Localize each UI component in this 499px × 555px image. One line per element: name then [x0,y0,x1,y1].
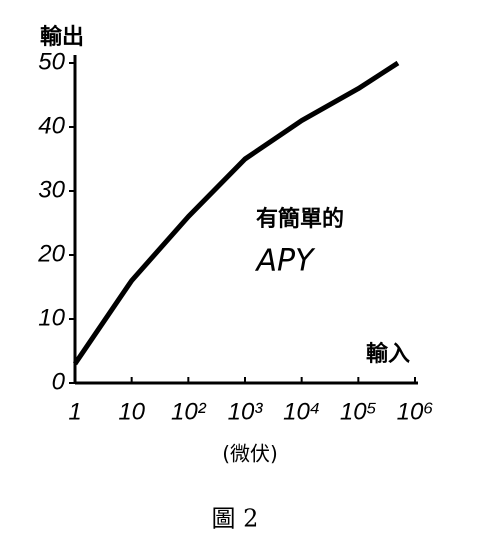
x-tick-label: 10³ [228,398,264,425]
y-tick-label: 50 [38,48,65,75]
x-tick-label: 10⁶ [397,398,434,425]
annotation: APY [255,244,317,279]
caption: 圖 2 [212,505,259,533]
x-tick-label: 10⁵ [340,398,377,425]
annotation: 有簡單的 [256,206,344,232]
data-line [72,60,400,366]
x-tick-label: 10 [118,398,145,425]
y-tick-label: 40 [38,112,65,139]
x-axis-label: 輸入 [366,341,410,367]
y-axis-label: 輸出 [40,24,84,50]
y-tick-label: 20 [37,240,65,267]
x-tick-label: 1 [68,398,81,425]
y-tick-label: 0 [52,368,66,395]
y-tick-label: 30 [38,176,65,203]
y-tick-label: 10 [38,304,65,331]
x-tick-label: 10² [171,398,207,425]
x-unit: (微伏) [222,442,278,466]
x-tick-label: 10⁴ [283,398,320,425]
